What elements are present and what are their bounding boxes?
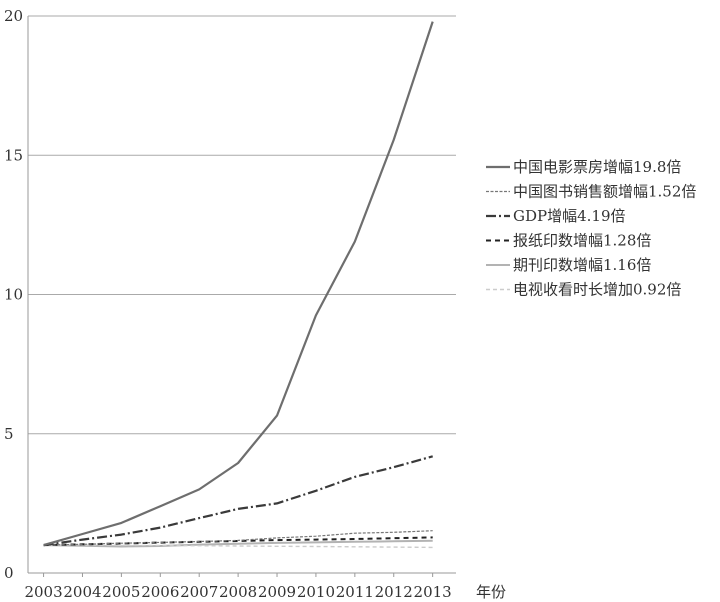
y-tick-label: 15 <box>4 146 23 164</box>
x-tick-label: 2006 <box>141 583 179 601</box>
legend-label: 期刊印数增幅1.16倍 <box>513 256 651 274</box>
legend-label: 报纸印数增幅1.28倍 <box>513 232 651 250</box>
x-tick-label: 2009 <box>258 583 296 601</box>
legend-label: 中国电影票房增幅19.8倍 <box>513 158 681 176</box>
legend-label: GDP增幅4.19倍 <box>513 207 626 225</box>
axes <box>27 16 456 574</box>
x-tick-label: 2011 <box>336 583 374 601</box>
x-tick-label: 2005 <box>102 583 140 601</box>
series-line <box>43 455 433 547</box>
x-tick-label: 2003 <box>24 583 62 601</box>
legend-label: 中国图书销售额增幅1.52倍 <box>513 183 696 201</box>
y-tick-label: 10 <box>4 286 23 304</box>
y-tick-labels: 0 5 10 15 20 <box>4 7 23 582</box>
x-tick-label: 2010 <box>297 583 335 601</box>
series-lines <box>43 21 434 549</box>
legend-label: 电视收看时长增加0.92倍 <box>513 281 681 299</box>
x-tick-label: 2012 <box>375 583 413 601</box>
series-line <box>43 21 434 547</box>
x-tick-label: 2008 <box>219 583 257 601</box>
x-tick-label: 2007 <box>180 583 218 601</box>
y-tick-label: 5 <box>4 425 14 443</box>
gridlines <box>28 15 456 435</box>
series-line <box>43 530 433 546</box>
x-axis-title: 年份 <box>476 583 506 601</box>
series-line <box>43 544 433 549</box>
series-line <box>43 539 433 548</box>
y-tick-label: 0 <box>4 564 14 582</box>
x-tick-labels: 2003 2004 2005 2006 2007 2008 2009 2010 2011 2012… <box>24 573 452 601</box>
x-tick-label: 2013 <box>414 583 452 601</box>
x-tick-label: 2004 <box>63 583 101 601</box>
y-tick-label: 20 <box>4 7 23 25</box>
